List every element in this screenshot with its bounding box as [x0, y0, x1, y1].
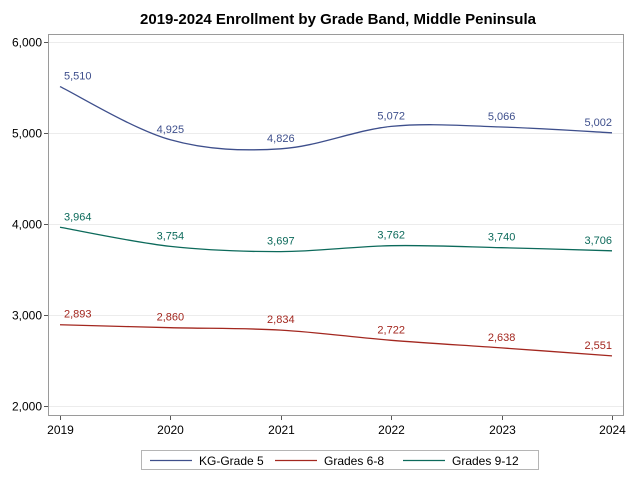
data-label-grades-6-8: 2,860 [157, 312, 185, 324]
data-label-grades-6-8: 2,638 [488, 332, 516, 344]
series-line-kg-grade-5 [59, 86, 613, 151]
x-tick-label: 2021 [268, 423, 295, 437]
x-tick-label: 2019 [47, 423, 74, 437]
y-tick-label: 2,000 [12, 400, 42, 414]
x-tick-label: 2020 [157, 423, 184, 437]
data-label-grades-6-8: 2,893 [64, 309, 92, 321]
legend: KG-Grade 5 Grades 6-8 Grades 9-12 [141, 450, 539, 470]
data-label-kg-grade-5: 5,510 [64, 71, 92, 83]
data-label-grades-9-12: 3,740 [488, 232, 516, 244]
plot-area-frame [48, 34, 624, 416]
legend-label-grades-9-12: Grades 9-12 [452, 454, 519, 468]
legend-box [141, 450, 539, 470]
y-tick-label: 6,000 [12, 36, 42, 50]
data-label-grades-6-8: 2,551 [584, 340, 612, 352]
series-line-grades-6-8 [59, 324, 613, 357]
data-label-grades-9-12: 3,754 [157, 230, 185, 242]
data-label-grades-9-12: 3,964 [64, 211, 92, 223]
x-tick-label: 2022 [378, 423, 405, 437]
x-tick-label: 2023 [489, 423, 516, 437]
data-label-kg-grade-5: 5,066 [488, 111, 516, 123]
chart-title: 2019-2024 Enrollment by Grade Band, Midd… [140, 11, 537, 28]
data-label-grades-6-8: 2,722 [377, 324, 405, 336]
gridlines [49, 42, 623, 407]
legend-label-kg-grade-5: KG-Grade 5 [199, 454, 264, 468]
axes: 2,000 3,000 4,000 5,000 6,000 2019 2020 2021 202… [12, 36, 626, 438]
data-label-grades-9-12: 3,706 [584, 235, 612, 247]
x-tick-label: 2024 [599, 423, 626, 437]
series-lines [59, 86, 613, 357]
series-line-grades-9-12 [59, 226, 613, 253]
y-tick-label: 3,000 [12, 309, 42, 323]
data-label-grades-9-12: 3,762 [377, 230, 405, 242]
data-label-kg-grade-5: 4,925 [157, 124, 185, 136]
data-labels: 5,510 4,925 4,826 5,072 5,066 5,002 2,893 2,860… [64, 71, 612, 352]
data-label-kg-grade-5: 5,072 [377, 110, 405, 122]
y-tick-label: 4,000 [12, 218, 42, 232]
data-label-kg-grade-5: 5,002 [584, 117, 612, 129]
y-tick-label: 5,000 [12, 127, 42, 141]
data-label-grades-9-12: 3,697 [267, 236, 295, 248]
data-label-grades-6-8: 2,834 [267, 314, 295, 326]
data-label-kg-grade-5: 4,826 [267, 133, 295, 145]
legend-label-grades-6-8: Grades 6-8 [324, 454, 384, 468]
